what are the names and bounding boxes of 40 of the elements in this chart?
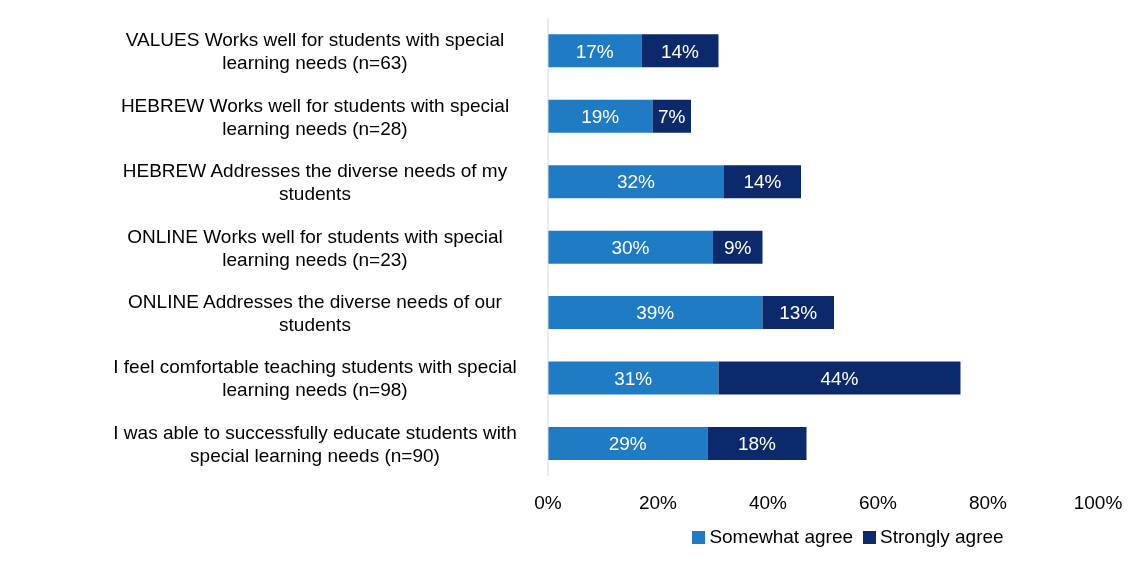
data-label: 39% — [636, 302, 675, 324]
data-label: 14% — [743, 171, 782, 193]
data-label: 17% — [575, 40, 614, 62]
data-label: 9% — [724, 236, 752, 258]
bar — [718, 361, 961, 395]
x-tick-label: 40% — [748, 492, 788, 514]
x-tick-label: 80% — [968, 492, 1008, 514]
data-label: 14% — [660, 40, 700, 62]
bar — [641, 34, 719, 68]
y-tick-label: ONLINE Works well for students with special learning needs (n=23) — [127, 225, 503, 269]
x-tick-label: 0% — [534, 492, 562, 514]
y-tick-label: ONLINE Addresses the diverse needs of our students — [128, 290, 503, 335]
legend-label: Somewhat agree — [709, 526, 854, 547]
bar — [548, 230, 713, 264]
y-tick-label: I was able to successfully educate students with special learning needs (n=90) — [113, 421, 517, 466]
data-label: 32% — [616, 171, 656, 193]
bar — [548, 34, 642, 68]
bar — [707, 426, 807, 460]
data-label: 13% — [779, 302, 818, 324]
x-tick-label: 20% — [638, 492, 678, 514]
bar — [548, 165, 724, 199]
y-tick-label: HEBREW Works well for students with special learning needs (n=28) — [120, 94, 510, 139]
y-tick-label: I feel comfortable teaching students with special learning needs (n=98) — [113, 355, 517, 400]
bar — [724, 165, 801, 199]
data-label: 19% — [581, 106, 620, 128]
y-tick-label: VALUES Works well for students with special learning needs (n=63) — [125, 28, 505, 73]
legend-label: Strongly agree — [880, 526, 1004, 547]
data-label: 29% — [608, 433, 647, 455]
bar — [548, 426, 708, 460]
bar — [548, 296, 763, 330]
x-tick-label: 60% — [858, 492, 898, 514]
data-label: 7% — [658, 106, 686, 128]
data-label: 30% — [611, 236, 650, 258]
data-label: 31% — [614, 367, 653, 389]
bar — [548, 361, 719, 395]
x-tick-label: 100% — [1073, 492, 1123, 514]
data-label: 44% — [820, 367, 859, 389]
y-tick-label: HEBREW Addresses the diverse needs of my students — [122, 159, 508, 204]
bar — [548, 99, 653, 133]
data-label: 18% — [737, 433, 777, 455]
